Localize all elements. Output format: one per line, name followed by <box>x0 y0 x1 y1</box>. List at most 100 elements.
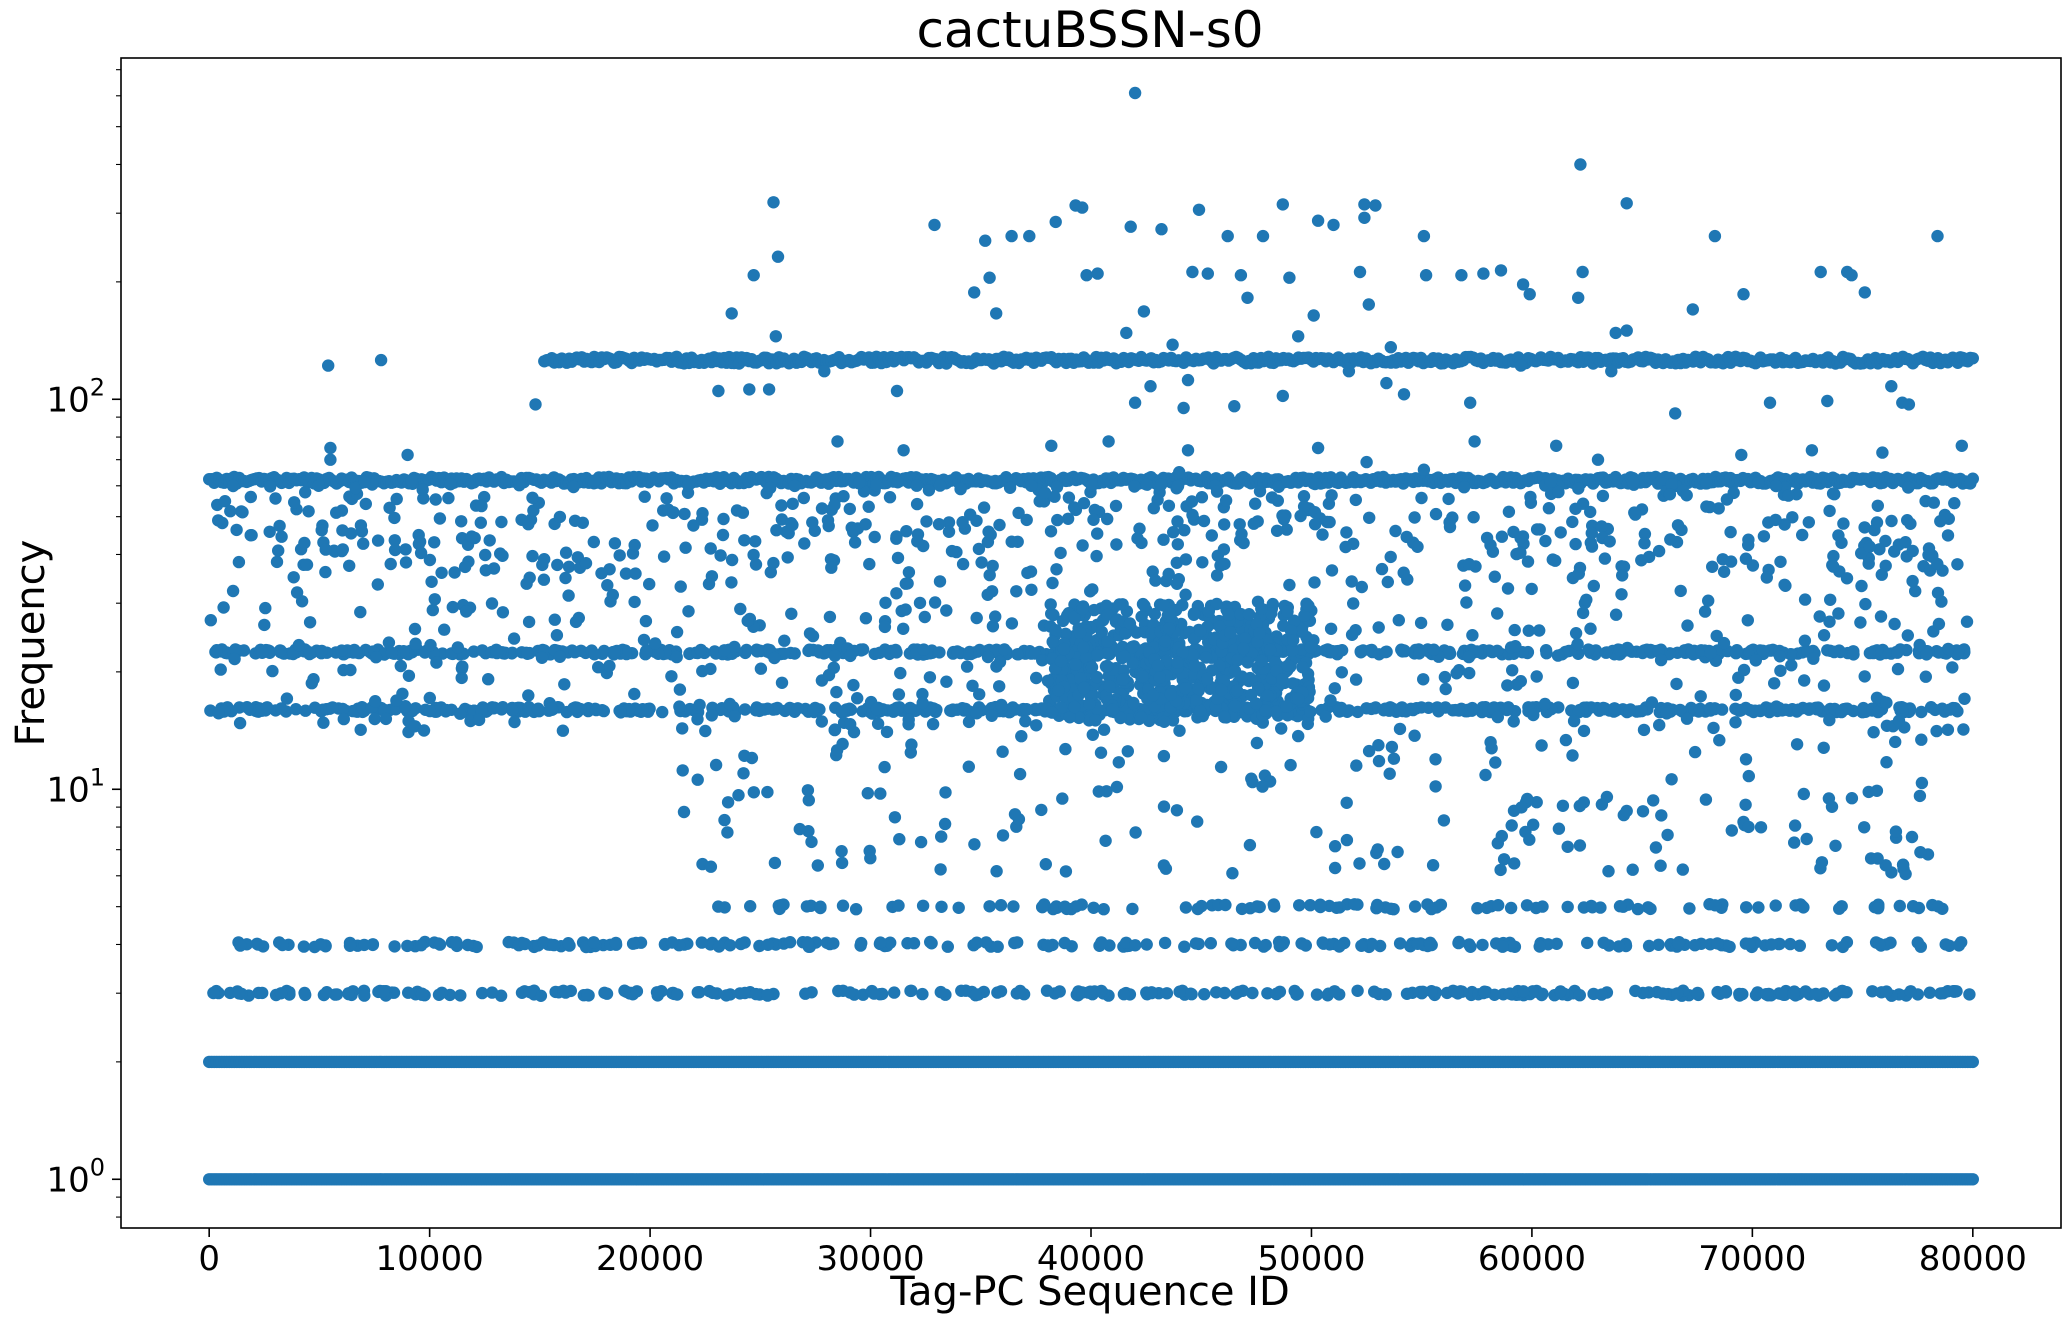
data-point <box>1520 899 1534 912</box>
data-point <box>1544 475 1558 488</box>
data-point <box>800 900 814 913</box>
data-point <box>1835 984 1849 998</box>
data-point <box>1530 523 1544 536</box>
data-point <box>1030 671 1043 685</box>
data-point <box>1324 622 1338 635</box>
data-point <box>210 644 223 657</box>
data-point <box>1275 722 1288 735</box>
data-point <box>588 648 601 661</box>
data-point <box>1723 940 1736 953</box>
data-point <box>485 986 499 999</box>
data-point <box>230 523 243 537</box>
data-point <box>1533 940 1546 953</box>
data-point <box>1330 901 1343 914</box>
data-point <box>932 518 946 531</box>
data-point <box>269 492 282 505</box>
data-point <box>902 566 916 579</box>
data-point <box>1005 535 1018 548</box>
data-point <box>1743 937 1756 950</box>
data-point <box>1339 540 1352 554</box>
data-point <box>1495 530 1509 543</box>
data-point <box>1281 475 1295 488</box>
data-point <box>1554 985 1567 998</box>
data-point <box>1930 724 1943 738</box>
data-point <box>432 988 446 1001</box>
data-point <box>1922 542 1936 555</box>
data-point <box>1316 936 1329 949</box>
data-point <box>458 560 472 574</box>
data-point <box>1948 497 1961 510</box>
data-point <box>1837 517 1850 530</box>
data-point <box>670 625 684 639</box>
data-point <box>1688 939 1702 952</box>
data-point <box>388 940 401 953</box>
data-point <box>228 652 241 666</box>
data-point <box>272 544 285 557</box>
data-points <box>203 86 1980 1186</box>
data-point <box>720 989 733 1002</box>
data-point <box>1893 899 1907 913</box>
data-point <box>405 474 418 488</box>
data-point <box>526 549 539 563</box>
data-point <box>626 937 640 950</box>
data-point <box>1007 900 1020 913</box>
data-point <box>975 556 988 569</box>
data-point <box>1371 898 1384 912</box>
data-point <box>1752 476 1765 490</box>
data-point <box>799 987 812 1000</box>
data-point <box>1923 986 1937 999</box>
data-point <box>276 938 289 952</box>
data-point <box>783 936 797 949</box>
data-point <box>1372 621 1385 634</box>
data-point <box>1090 549 1103 563</box>
data-point <box>1943 703 1957 716</box>
data-point <box>1700 477 1714 490</box>
data-point <box>828 498 841 512</box>
data-point <box>567 480 580 494</box>
data-point <box>423 704 437 718</box>
data-point <box>970 514 983 527</box>
data-point <box>1379 645 1392 659</box>
data-point <box>1248 936 1262 950</box>
data-point <box>1942 642 1955 656</box>
chart-title: cactuBSSN-s0 <box>916 1 1263 59</box>
data-point <box>288 496 301 509</box>
data-point <box>1463 938 1476 951</box>
data-point <box>482 673 495 686</box>
data-point <box>1754 704 1767 718</box>
data-point <box>849 903 863 916</box>
data-point <box>608 537 622 550</box>
data-point <box>1325 564 1339 577</box>
data-point <box>426 603 439 617</box>
data-point <box>429 493 442 506</box>
data-point <box>1581 936 1594 950</box>
data-point <box>1198 988 1211 1001</box>
data-point <box>665 670 678 683</box>
data-point <box>314 938 327 951</box>
data-point <box>827 937 840 950</box>
data-point <box>910 479 923 492</box>
data-point <box>342 987 355 1000</box>
data-point <box>1707 721 1720 735</box>
data-point <box>1171 479 1185 493</box>
data-point <box>695 936 708 949</box>
data-point <box>423 691 436 705</box>
data-point <box>588 474 601 487</box>
data-point <box>1131 532 1144 545</box>
data-point <box>1885 514 1898 528</box>
data-point <box>1734 988 1747 1001</box>
data-point <box>388 543 402 557</box>
data-point <box>354 605 367 619</box>
data-point <box>956 557 970 571</box>
data-point <box>1912 901 1926 915</box>
data-point <box>1308 518 1322 531</box>
data-point <box>303 647 316 661</box>
data-point <box>390 492 403 506</box>
data-point <box>1708 899 1722 912</box>
data-point <box>916 987 929 1001</box>
data-point <box>797 491 810 505</box>
data-point <box>1480 531 1494 545</box>
data-point <box>440 703 453 717</box>
data-point <box>1051 513 1064 527</box>
data-point <box>1517 985 1530 998</box>
